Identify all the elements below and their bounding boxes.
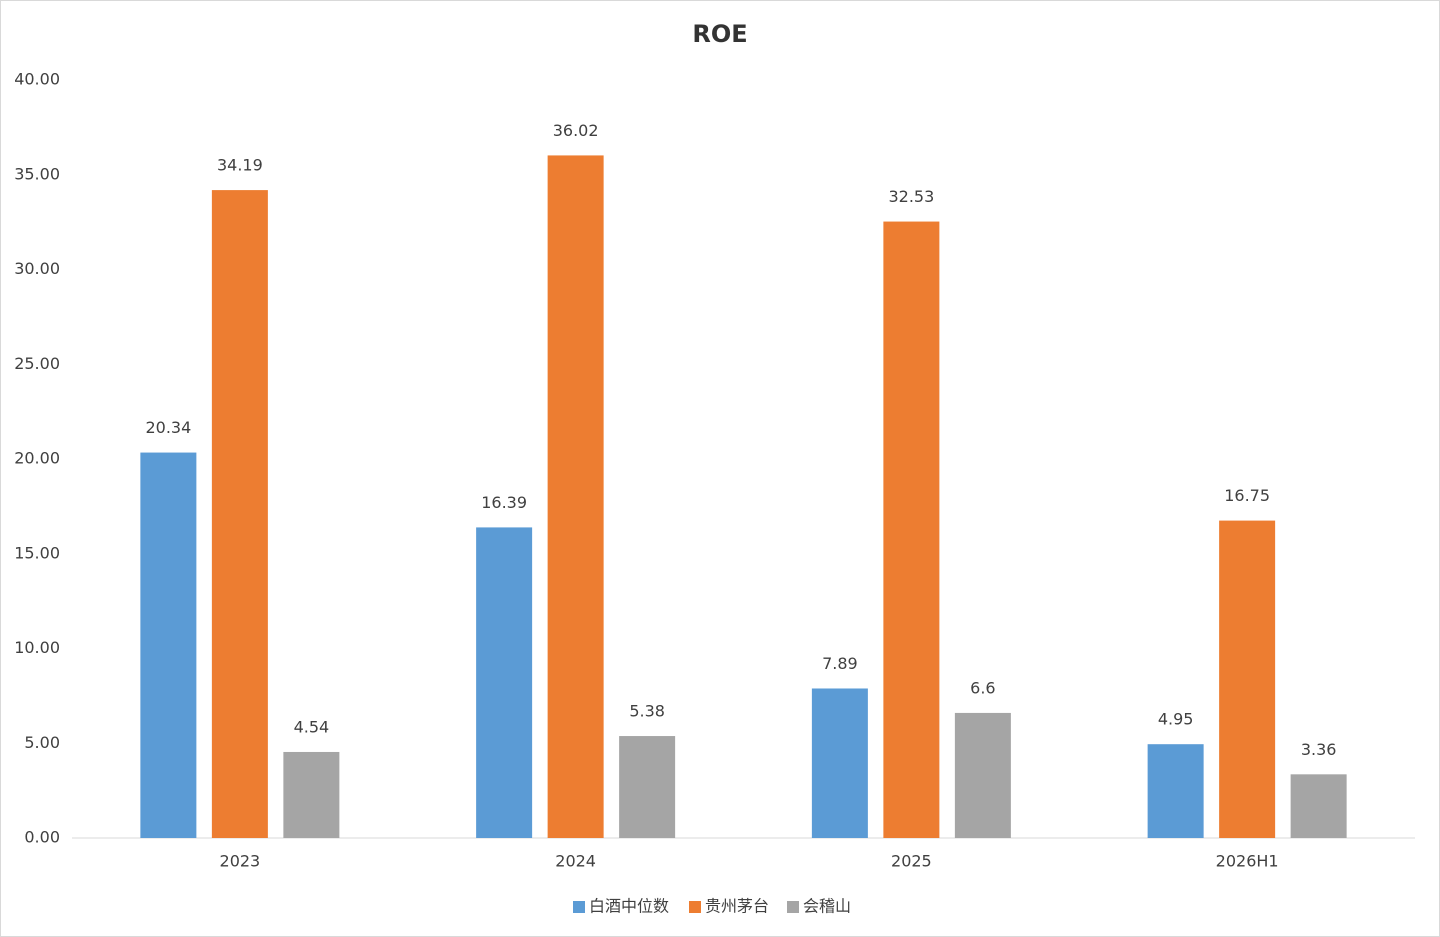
data-label: 36.02 <box>553 121 599 140</box>
bar <box>954 712 1011 838</box>
data-label: 16.39 <box>481 493 527 512</box>
legend-swatch <box>689 901 701 913</box>
bar <box>1290 774 1347 838</box>
legend-swatch <box>787 901 799 913</box>
x-tick-label: 2026H1 <box>1216 852 1279 871</box>
data-label: 4.95 <box>1158 710 1194 729</box>
legend-label: 白酒中位数 <box>589 897 669 916</box>
data-label: 32.53 <box>888 187 934 206</box>
bar <box>883 221 940 838</box>
y-tick-label: 0.00 <box>24 828 60 847</box>
data-label: 34.19 <box>217 156 263 175</box>
y-tick-label: 10.00 <box>14 638 60 657</box>
data-label: 7.89 <box>822 654 858 673</box>
y-tick-label: 35.00 <box>14 164 60 183</box>
chart-title: ROE <box>692 20 747 48</box>
y-tick-label: 15.00 <box>14 543 60 562</box>
x-tick-label: 2025 <box>891 852 932 871</box>
data-label: 16.75 <box>1224 486 1270 505</box>
data-label: 5.38 <box>629 702 665 721</box>
bar <box>140 452 197 838</box>
y-tick-label: 30.00 <box>14 259 60 278</box>
legend-swatch <box>573 901 585 913</box>
legend-label: 会稽山 <box>803 897 851 916</box>
data-label: 4.54 <box>294 717 330 736</box>
y-tick-label: 5.00 <box>24 733 60 752</box>
bar <box>811 688 868 838</box>
bar <box>547 155 604 838</box>
legend-label: 贵州茅台 <box>705 897 769 916</box>
y-tick-label: 25.00 <box>14 354 60 373</box>
y-tick-label: 40.00 <box>14 70 60 89</box>
bar <box>283 751 340 838</box>
data-label: 6.6 <box>970 678 995 697</box>
data-label: 3.36 <box>1301 740 1337 759</box>
bar <box>476 527 533 838</box>
data-label: 20.34 <box>145 418 191 437</box>
x-tick-label: 2023 <box>220 852 261 871</box>
x-tick-label: 2024 <box>555 852 596 871</box>
bar <box>211 190 268 839</box>
bar <box>1147 744 1204 838</box>
bar <box>619 736 676 838</box>
bar <box>1219 520 1276 838</box>
y-tick-label: 20.00 <box>14 449 60 468</box>
